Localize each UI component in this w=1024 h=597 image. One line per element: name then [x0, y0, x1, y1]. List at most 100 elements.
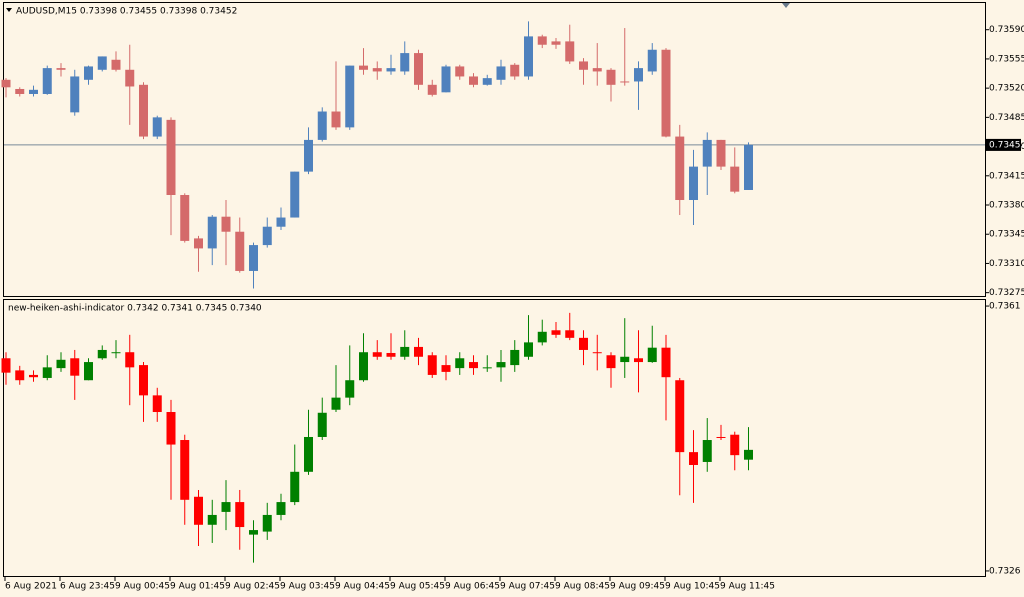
- candle-body: [441, 365, 451, 372]
- candle-body: [70, 358, 80, 376]
- candle-body: [207, 514, 217, 525]
- candle-body: [427, 355, 437, 375]
- candle-body: [139, 84, 148, 137]
- candle-body: [730, 434, 740, 456]
- candle-body: [524, 342, 533, 357]
- x-tick-label: 9 Aug 07:45: [500, 582, 555, 592]
- candle-body: [29, 374, 38, 378]
- y-tick-label: 0.73485: [989, 113, 1024, 123]
- candle-body: [56, 359, 66, 369]
- x-tick-label: 9 Aug 03:45: [280, 582, 335, 592]
- candle-body: [482, 367, 492, 369]
- candle-body: [675, 136, 685, 201]
- candle-body: [152, 395, 162, 413]
- candle-body: [221, 216, 231, 232]
- candle-body: [15, 370, 25, 381]
- candle-body: [304, 436, 313, 472]
- candle-body: [551, 41, 561, 45]
- candle-body: [97, 56, 107, 70]
- x-tick-label: 9 Aug 02:45: [225, 582, 280, 592]
- candle-body: [29, 89, 38, 94]
- candle-body: [345, 65, 355, 128]
- candle-body: [620, 356, 630, 363]
- candle-body: [414, 346, 423, 357]
- x-tick-label: 9 Aug 10:45: [665, 582, 720, 592]
- price-pane-frame: [3, 2, 986, 297]
- candle-body: [372, 352, 382, 357]
- candle-body: [304, 139, 313, 172]
- y-tick-label: 0.73520: [989, 84, 1024, 94]
- candle-body: [42, 367, 52, 378]
- candle-body: [317, 412, 327, 437]
- candle-body: [565, 330, 575, 338]
- x-tick-label: 9 Aug 08:45: [555, 582, 610, 592]
- y-tick-label: 0.7326: [989, 566, 1021, 576]
- candle-body: [482, 78, 492, 85]
- candle-body: [634, 358, 643, 363]
- candle-body: [606, 355, 616, 369]
- last-price-label: 0.73452: [989, 140, 1024, 150]
- candle-body: [469, 362, 478, 369]
- candle-body: [689, 452, 698, 465]
- candle-body: [262, 226, 272, 246]
- candle-body: [579, 61, 588, 70]
- y-tick-label: 0.7361: [989, 302, 1021, 312]
- candle-body: [359, 65, 368, 70]
- candle-body: [400, 346, 410, 357]
- candle-body: [551, 330, 561, 335]
- candle-body: [414, 53, 423, 85]
- candle-body: [111, 59, 121, 70]
- candle-body: [427, 84, 437, 95]
- candle-body: [524, 36, 533, 77]
- candle-body: [730, 166, 740, 192]
- candle-body: [386, 352, 396, 357]
- candle-body: [689, 166, 698, 201]
- candle-body: [469, 76, 478, 85]
- candle-body: [166, 119, 176, 195]
- candle-body: [441, 66, 451, 93]
- candle-body: [634, 68, 643, 82]
- candle-body: [125, 69, 135, 87]
- candle-body: [70, 76, 80, 113]
- candle-body: [1, 79, 11, 88]
- candle-body: [180, 194, 190, 241]
- candle-body: [716, 139, 726, 167]
- x-tick-label: 6 Aug 2021: [5, 582, 57, 592]
- candle-body: [249, 245, 258, 271]
- candle-body: [647, 347, 657, 363]
- y-tick-label: 0.73310: [989, 259, 1024, 269]
- x-tick-label: 9 Aug 00:45: [115, 582, 170, 592]
- candle-body: [290, 471, 300, 503]
- candle-body: [620, 81, 630, 83]
- candle-body: [111, 352, 121, 354]
- candle-body: [42, 68, 52, 94]
- x-tick-label: 9 Aug 09:45: [610, 582, 665, 592]
- x-tick-label: 9 Aug 11:45: [720, 582, 775, 592]
- candle-body: [744, 144, 753, 190]
- candle-body: [152, 117, 162, 137]
- menu-triangle[interactable]: [6, 8, 12, 12]
- candle-body: [579, 337, 588, 350]
- y-tick-label: 0.73590: [989, 25, 1024, 35]
- price-pane-title: AUDUSD,M15 0.73398 0.73455 0.73398 0.734…: [16, 7, 237, 17]
- candle-body: [235, 231, 245, 271]
- candle-body: [249, 530, 258, 535]
- candle-body: [537, 331, 547, 343]
- candle-body: [647, 49, 657, 72]
- x-tick-label: 9 Aug 05:45: [390, 582, 445, 592]
- candle-body: [372, 68, 382, 72]
- candle-body: [207, 216, 217, 249]
- candle-body: [496, 66, 506, 80]
- y-tick-label: 0.73555: [989, 54, 1024, 64]
- shift-marker: [782, 3, 790, 8]
- candle-body: [744, 449, 753, 460]
- x-tick-label: 6 Aug 23:45: [60, 582, 115, 592]
- candle-body: [262, 514, 272, 532]
- y-tick-label: 0.73275: [989, 288, 1024, 298]
- candle-body: [359, 352, 368, 381]
- candle-body: [331, 397, 341, 410]
- candle-body: [139, 365, 148, 396]
- candle-body: [510, 64, 520, 77]
